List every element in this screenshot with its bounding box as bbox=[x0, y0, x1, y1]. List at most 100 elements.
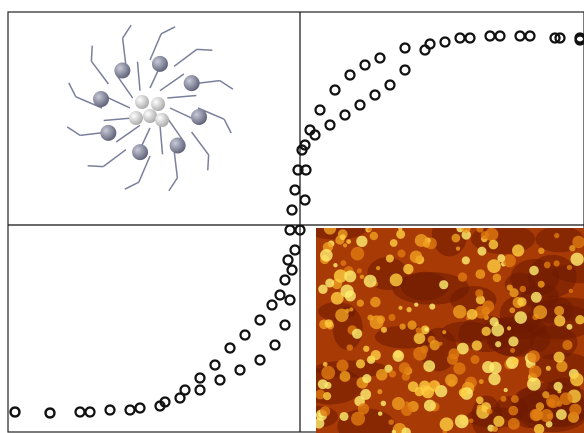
stm-spot bbox=[479, 379, 484, 384]
stm-spot bbox=[490, 317, 499, 326]
stm-spot bbox=[476, 397, 484, 405]
stm-spot bbox=[529, 266, 539, 276]
bond bbox=[224, 119, 231, 133]
data-point bbox=[486, 32, 495, 41]
stm-spot bbox=[389, 370, 396, 377]
stm-spot bbox=[358, 403, 369, 414]
stm-spot bbox=[500, 396, 506, 402]
bond bbox=[167, 95, 196, 98]
stm-spot bbox=[554, 306, 564, 316]
stm-spot bbox=[340, 371, 351, 382]
data-point bbox=[441, 38, 450, 47]
stm-spot bbox=[569, 404, 581, 416]
stm-spot bbox=[569, 289, 573, 293]
metal-atom bbox=[170, 138, 186, 154]
metal-atom bbox=[191, 109, 207, 125]
data-point bbox=[196, 374, 205, 383]
stm-spot bbox=[429, 381, 436, 388]
data-point bbox=[361, 61, 370, 70]
stm-spot bbox=[351, 247, 364, 260]
data-point bbox=[421, 46, 430, 55]
bond bbox=[160, 125, 163, 154]
stm-spot bbox=[504, 388, 508, 392]
core-atom bbox=[135, 95, 149, 109]
stm-spot bbox=[370, 315, 384, 329]
bond bbox=[123, 25, 132, 38]
bond bbox=[91, 61, 108, 84]
bond bbox=[67, 127, 80, 136]
stm-spot bbox=[440, 417, 454, 431]
stm-spot bbox=[362, 374, 371, 383]
stm-spot bbox=[477, 226, 484, 233]
stm-spot bbox=[438, 342, 442, 346]
bond bbox=[208, 155, 209, 171]
stm-spot bbox=[388, 419, 394, 425]
data-point bbox=[516, 32, 525, 41]
data-point bbox=[256, 356, 265, 365]
stm-spot bbox=[381, 401, 387, 407]
stm-spot bbox=[369, 356, 374, 361]
data-point bbox=[316, 106, 325, 115]
bond bbox=[169, 178, 178, 191]
data-point bbox=[346, 71, 355, 80]
core-atom bbox=[151, 97, 165, 111]
stm-spot bbox=[414, 302, 418, 306]
metal-atom bbox=[184, 75, 200, 91]
data-point bbox=[371, 91, 380, 100]
data-point bbox=[456, 34, 465, 43]
stm-spot bbox=[399, 323, 405, 329]
stm-spot bbox=[508, 406, 518, 416]
stm-spot bbox=[507, 326, 511, 330]
stm-spot bbox=[340, 412, 349, 421]
stm-spot bbox=[333, 263, 337, 267]
stm-spot bbox=[520, 286, 527, 293]
stm-spot bbox=[335, 309, 348, 322]
stm-spot bbox=[495, 341, 501, 347]
stm-spot bbox=[318, 285, 327, 294]
stm-spot bbox=[360, 389, 371, 400]
stm-spot bbox=[560, 392, 573, 405]
stm-spot bbox=[546, 366, 551, 371]
bond bbox=[125, 182, 139, 189]
stm-spot bbox=[467, 309, 478, 320]
stm-spot bbox=[325, 279, 334, 288]
molecule-inset bbox=[67, 25, 233, 191]
metal-atom bbox=[152, 56, 168, 72]
data-point bbox=[426, 40, 435, 49]
stm-spot bbox=[514, 311, 527, 324]
core-atom bbox=[155, 113, 169, 127]
data-point bbox=[496, 32, 505, 41]
stm-spot bbox=[509, 288, 518, 297]
bond bbox=[160, 74, 184, 91]
stm-spot bbox=[493, 274, 502, 283]
stm-spot bbox=[321, 366, 335, 380]
stm-spot bbox=[538, 248, 544, 254]
data-point bbox=[11, 408, 20, 417]
bond bbox=[123, 38, 126, 66]
stm-spot bbox=[510, 348, 515, 353]
bond bbox=[174, 49, 197, 66]
stm-spot bbox=[346, 239, 351, 244]
stm-spot bbox=[398, 306, 402, 310]
stm-spot bbox=[451, 234, 460, 243]
stm-spot bbox=[345, 290, 356, 301]
stm-spot bbox=[455, 415, 469, 429]
stm-spot bbox=[453, 305, 466, 318]
stm-spot bbox=[423, 360, 435, 372]
stm-spot bbox=[492, 426, 498, 432]
data-point bbox=[341, 111, 350, 120]
stm-spot bbox=[554, 260, 560, 266]
bond bbox=[137, 62, 140, 91]
stm-spot bbox=[487, 408, 493, 414]
bond bbox=[88, 166, 104, 167]
bond bbox=[116, 125, 140, 142]
data-point bbox=[271, 341, 280, 350]
stm-spot bbox=[381, 327, 387, 333]
stm-spot bbox=[340, 260, 346, 266]
stm-spot bbox=[429, 303, 435, 309]
stm-spot bbox=[344, 270, 356, 282]
data-point bbox=[326, 121, 335, 130]
data-point bbox=[281, 276, 290, 285]
metal-atom bbox=[114, 62, 130, 78]
stm-spot bbox=[562, 340, 572, 350]
